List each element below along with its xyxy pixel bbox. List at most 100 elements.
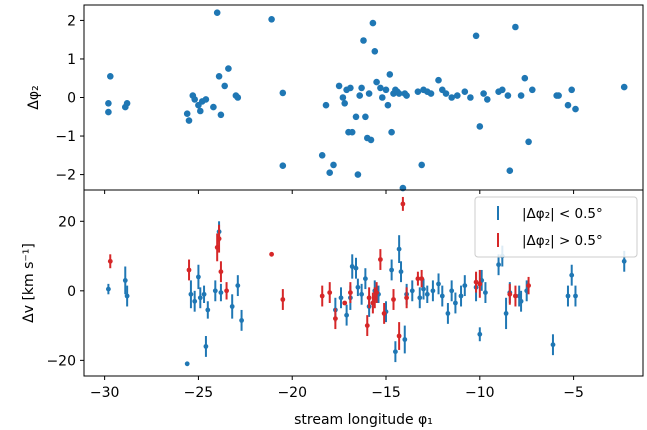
- data-point: [212, 288, 218, 294]
- data-point: [229, 304, 235, 309]
- data-point: [564, 101, 572, 109]
- data-point: [484, 96, 491, 103]
- data-point: [347, 84, 354, 92]
- data-point: [360, 37, 367, 44]
- data-point: [381, 311, 387, 316]
- data-point: [513, 293, 518, 299]
- bottom-axes-frame: [83, 189, 644, 377]
- x-tick-label: −25: [184, 385, 214, 401]
- data-point: [419, 276, 425, 282]
- data-point: [507, 291, 513, 297]
- data-point: [435, 76, 442, 84]
- data-point: [403, 92, 410, 99]
- data-point: [396, 246, 402, 252]
- data-point: [620, 83, 628, 91]
- data-point: [418, 161, 426, 169]
- data-point: [221, 82, 228, 90]
- data-point: [205, 307, 211, 313]
- data-point: [342, 300, 348, 306]
- data-point: [107, 73, 114, 80]
- data-point: [197, 295, 203, 301]
- data-point: [105, 108, 112, 116]
- data-point: [477, 331, 483, 337]
- data-point: [384, 101, 392, 109]
- legend-box: [474, 196, 638, 258]
- data-point: [374, 290, 379, 295]
- data-point: [565, 293, 571, 299]
- x-ticks: −30 −25 −20 −15 −10 −5: [90, 190, 584, 401]
- data-point: [388, 128, 395, 136]
- data-point: [224, 288, 230, 294]
- legend: |Δφ₂| < 0.5° |Δφ₂| > 0.5°: [474, 196, 638, 258]
- data-point: [400, 201, 406, 207]
- bottom-panel: −20 0 20 −30 −25 −20 −15 −10 −5 Δv [km s⁻¹] str…: [21, 189, 644, 428]
- data-point: [105, 100, 112, 107]
- data-point: [518, 298, 524, 304]
- data-point: [445, 311, 451, 316]
- data-point: [517, 92, 525, 99]
- data-point: [477, 281, 483, 287]
- bottom-y-axis-label: Δv [km s⁻¹]: [21, 243, 37, 323]
- legend-label-large-offset: |Δφ₂| > 0.5°: [522, 233, 603, 249]
- data-point: [417, 295, 423, 301]
- data-point: [550, 342, 556, 348]
- data-point: [525, 138, 532, 146]
- data-point: [483, 290, 488, 295]
- data-point: [526, 283, 531, 288]
- data-point: [202, 96, 210, 103]
- y-tick-label: 2: [67, 13, 76, 29]
- data-point: [473, 279, 479, 285]
- data-point: [402, 337, 408, 342]
- data-point: [319, 293, 325, 299]
- x-axis-label: stream longitude φ₁: [294, 412, 433, 428]
- data-point: [377, 84, 384, 92]
- data-point: [430, 288, 436, 294]
- data-point: [398, 269, 404, 275]
- data-point: [480, 90, 487, 97]
- data-point: [504, 92, 512, 99]
- data-point: [356, 92, 364, 99]
- data-point: [235, 283, 241, 288]
- data-point: [499, 86, 506, 94]
- data-point: [421, 286, 426, 292]
- data-point: [215, 73, 223, 80]
- data-point: [496, 262, 501, 268]
- data-point: [569, 272, 575, 278]
- data-point: [338, 295, 344, 301]
- data-point: [424, 291, 430, 297]
- data-point: [448, 94, 456, 101]
- x-tick-label: −15: [371, 385, 401, 401]
- data-point: [476, 123, 484, 130]
- bottom-y-ticks: −20 0 20: [46, 214, 84, 369]
- data-point: [503, 311, 509, 316]
- data-point: [393, 349, 398, 355]
- data-point: [439, 293, 445, 299]
- data-point: [371, 48, 379, 55]
- data-point: [382, 86, 390, 94]
- data-point: [621, 258, 627, 264]
- data-point: [427, 90, 435, 97]
- x-tick-label: −10: [465, 385, 495, 401]
- data-point: [123, 100, 131, 107]
- data-point: [378, 257, 383, 262]
- data-point: [344, 312, 349, 318]
- data-point: [269, 251, 274, 257]
- data-point: [568, 86, 575, 94]
- data-point: [201, 291, 207, 297]
- data-point: [436, 281, 441, 287]
- data-point: [327, 290, 333, 295]
- legend-label-small-offset: |Δφ₂| < 0.5°: [522, 206, 603, 222]
- y-tick-label: −1: [55, 129, 76, 145]
- y-tick-label: 1: [67, 52, 76, 68]
- data-point: [442, 90, 450, 97]
- data-point: [363, 276, 368, 282]
- data-point: [333, 316, 338, 321]
- data-point: [395, 90, 403, 97]
- data-point: [379, 94, 386, 101]
- data-point: [506, 167, 514, 174]
- data-point: [191, 96, 198, 103]
- data-point: [280, 297, 286, 302]
- x-tick-label: −30: [90, 385, 120, 401]
- data-point: [409, 288, 415, 294]
